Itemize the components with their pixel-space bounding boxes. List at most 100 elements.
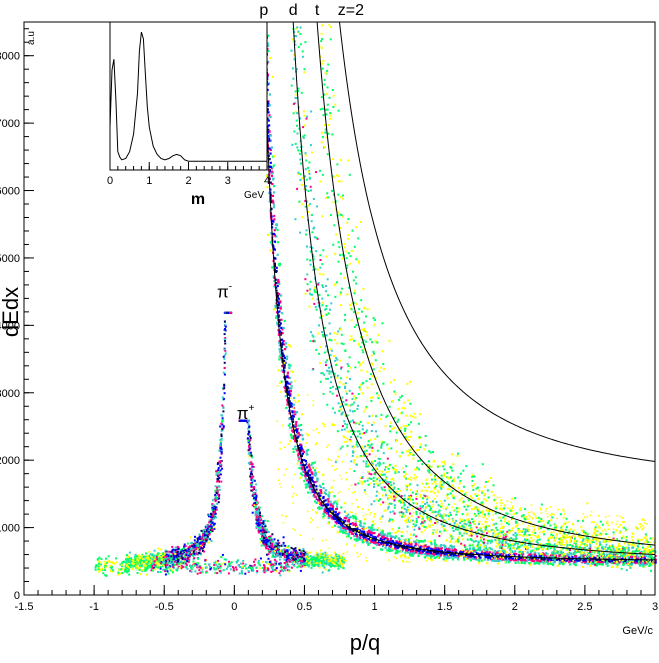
- density-point: [538, 555, 541, 558]
- density-point: [451, 494, 453, 497]
- density-point: [332, 515, 335, 518]
- density-point: [604, 516, 607, 518]
- density-point: [419, 446, 422, 449]
- density-point: [325, 334, 328, 337]
- density-point: [615, 546, 618, 549]
- density-point: [350, 302, 353, 305]
- density-point: [294, 411, 297, 414]
- density-point: [521, 540, 524, 543]
- density-point: [383, 368, 385, 370]
- density-point: [409, 414, 412, 417]
- density-point: [417, 549, 420, 552]
- density-point: [344, 382, 347, 385]
- density-point: [330, 349, 333, 352]
- density-point: [372, 546, 375, 549]
- density-point: [278, 344, 281, 347]
- density-point: [353, 401, 356, 404]
- density-point: [376, 478, 379, 481]
- density-point: [471, 518, 473, 521]
- density-point: [294, 43, 297, 46]
- density-point: [322, 335, 325, 338]
- density-point: [344, 385, 347, 388]
- density-point: [608, 540, 611, 543]
- density-point: [435, 501, 438, 504]
- density-point: [330, 339, 333, 342]
- density-point: [470, 502, 472, 504]
- density-point: [462, 538, 465, 541]
- density-point: [449, 492, 452, 495]
- density-point: [288, 382, 292, 385]
- density-point: [477, 548, 480, 551]
- density-point: [351, 522, 354, 525]
- density-point: [584, 540, 587, 543]
- density-point: [346, 536, 348, 538]
- density-point: [439, 545, 442, 548]
- density-point: [552, 534, 555, 537]
- density-point: [342, 435, 345, 437]
- density-point: [329, 504, 332, 507]
- density-point: [282, 340, 285, 343]
- density-point: [272, 220, 275, 223]
- density-point: [353, 292, 356, 295]
- density-point: [533, 553, 537, 556]
- density-point: [473, 556, 476, 559]
- density-point: [333, 224, 336, 227]
- density-point: [354, 398, 357, 401]
- density-point: [511, 518, 513, 520]
- density-point: [331, 392, 334, 395]
- density-point: [276, 292, 279, 295]
- density-point: [625, 528, 627, 531]
- density-point: [439, 485, 441, 487]
- density-point: [453, 556, 456, 559]
- density-point: [344, 519, 347, 523]
- density-point: [338, 180, 340, 183]
- density-point: [272, 232, 275, 235]
- density-point: [313, 490, 316, 493]
- density-point: [604, 530, 607, 533]
- density-point: [600, 553, 602, 556]
- density-point: [581, 519, 584, 522]
- density-point: [339, 293, 342, 296]
- density-point: [366, 541, 369, 544]
- density-point: [398, 398, 401, 401]
- density-point: [572, 553, 575, 556]
- density-point: [301, 438, 305, 441]
- density-point: [406, 525, 409, 528]
- density-point: [553, 549, 556, 552]
- density-point: [302, 110, 305, 113]
- density-point: [284, 395, 287, 398]
- density-point: [304, 446, 306, 448]
- density-point: [273, 248, 276, 251]
- density-point: [378, 461, 381, 464]
- density-point: [402, 507, 404, 510]
- density-point: [560, 513, 562, 516]
- density-point: [309, 144, 312, 147]
- density-point: [439, 515, 442, 518]
- density-point: [330, 459, 332, 461]
- density-point: [541, 553, 544, 555]
- density-point: [326, 509, 329, 512]
- density-point: [483, 485, 486, 488]
- density-point: [397, 550, 400, 553]
- density-point: [315, 308, 318, 311]
- density-point: [522, 528, 525, 531]
- density-point: [424, 503, 427, 505]
- density-point: [641, 528, 644, 531]
- density-point: [405, 485, 408, 488]
- density-point: [632, 544, 635, 546]
- density-point: [522, 514, 525, 516]
- density-point: [301, 216, 304, 219]
- density-point: [453, 545, 456, 548]
- density-point: [307, 483, 310, 486]
- density-point: [365, 465, 368, 468]
- density-point: [452, 554, 455, 557]
- density-point: [382, 473, 385, 476]
- density-point: [568, 530, 571, 533]
- density-point: [300, 162, 302, 165]
- density-point: [622, 535, 625, 538]
- density-point: [649, 545, 652, 548]
- density-point: [625, 546, 628, 549]
- density-point: [392, 479, 395, 482]
- density-point: [383, 536, 387, 539]
- density-point: [615, 523, 618, 526]
